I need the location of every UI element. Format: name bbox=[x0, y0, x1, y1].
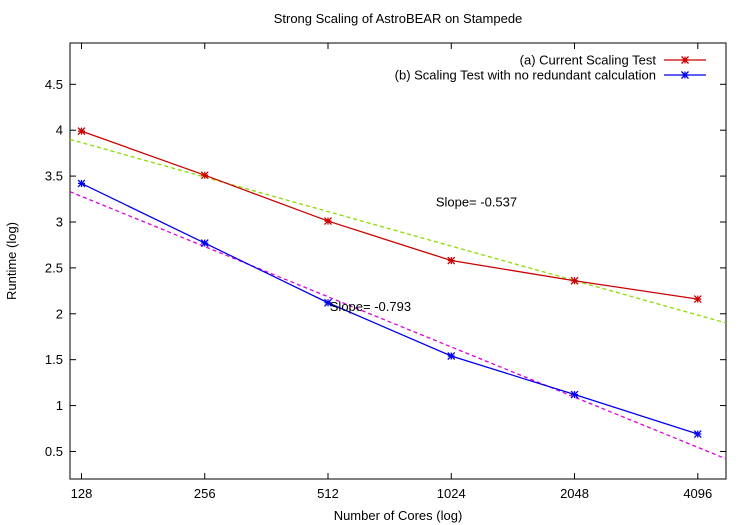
y-tick-label-0: 0.5 bbox=[45, 444, 63, 459]
y-tick-label-6: 3.5 bbox=[45, 169, 63, 184]
data-point-0-0 bbox=[77, 127, 86, 136]
x-tick-label-3: 1024 bbox=[437, 486, 466, 501]
data-point-0-4 bbox=[570, 276, 579, 285]
data-point-1-5 bbox=[693, 430, 702, 438]
y-tick-label-3: 2 bbox=[56, 306, 63, 321]
chart-title: Strong Scaling of AstroBEAR on Stampede bbox=[274, 11, 523, 26]
data-markers bbox=[77, 127, 702, 438]
slope-label-0: Slope= -0.537 bbox=[436, 194, 517, 209]
plot-frame bbox=[69, 42, 727, 480]
series-line-0 bbox=[81, 130, 698, 300]
series-line-1 bbox=[81, 182, 698, 435]
y-axis-label: Runtime (log) bbox=[4, 222, 19, 300]
data-point-1-4 bbox=[570, 390, 579, 399]
x-tick-label-5: 4096 bbox=[683, 486, 712, 501]
data-point-1-1 bbox=[200, 239, 209, 248]
legend-label-0: (a) Current Scaling Test bbox=[520, 53, 657, 68]
x-axis-ticks: 128 256 512 1024 2048 4096 bbox=[71, 43, 712, 501]
series-lines bbox=[81, 130, 698, 435]
data-point-0-2 bbox=[324, 217, 332, 226]
y-tick-label-8: 4.5 bbox=[45, 77, 63, 92]
x-tick-label-0: 128 bbox=[71, 486, 93, 501]
x-tick-label-2: 512 bbox=[317, 486, 339, 501]
data-point-0-3 bbox=[447, 256, 456, 265]
fit-line-0 bbox=[69, 138, 727, 324]
data-point-0-1 bbox=[200, 171, 209, 180]
slope-annotations: Slope= -0.537 Slope= -0.793 bbox=[330, 194, 517, 314]
x-tick-label-1: 256 bbox=[194, 486, 216, 501]
y-tick-label-5: 3 bbox=[56, 214, 63, 229]
x-axis-label: Number of Cores (log) bbox=[334, 508, 463, 523]
data-point-1-3 bbox=[447, 352, 456, 360]
data-point-1-0 bbox=[77, 179, 86, 188]
x-tick-label-4: 2048 bbox=[560, 486, 589, 501]
legend: (a) Current Scaling Test(b) Scaling Test… bbox=[395, 53, 706, 83]
legend-label-1: (b) Scaling Test with no redundant calcu… bbox=[395, 68, 656, 83]
data-point-1-2 bbox=[324, 298, 332, 307]
legend-marker-0 bbox=[681, 56, 689, 64]
y-tick-label-1: 1 bbox=[56, 398, 63, 413]
legend-marker-1 bbox=[681, 71, 689, 79]
y-tick-label-4: 2.5 bbox=[45, 260, 63, 275]
fit-lines bbox=[69, 138, 727, 460]
y-tick-label-2: 1.5 bbox=[45, 352, 63, 367]
slope-label-1: Slope= -0.793 bbox=[330, 299, 411, 314]
data-point-0-5 bbox=[693, 295, 702, 304]
y-axis-ticks: 0.5 1 1.5 2 2.5 3 3.5 4 4.5 bbox=[45, 77, 726, 459]
y-tick-label-7: 4 bbox=[56, 123, 63, 138]
fit-line-1 bbox=[69, 191, 727, 460]
